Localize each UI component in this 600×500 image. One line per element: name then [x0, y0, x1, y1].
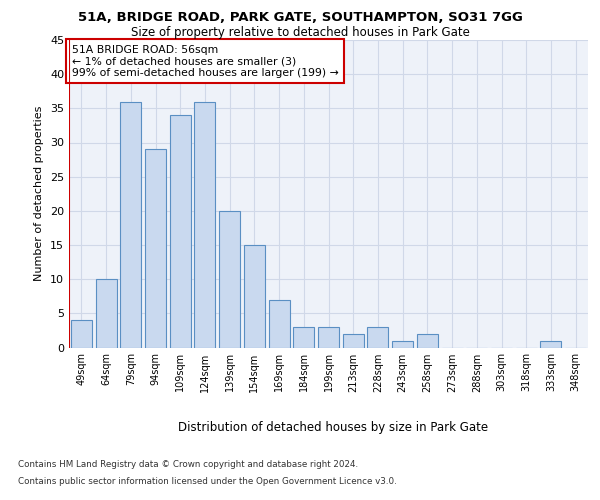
- Bar: [541, 340, 562, 347]
- Bar: [145, 150, 166, 348]
- Bar: [95, 279, 116, 347]
- Text: Size of property relative to detached houses in Park Gate: Size of property relative to detached ho…: [131, 26, 469, 39]
- Bar: [194, 102, 215, 348]
- Text: 51A BRIDGE ROAD: 56sqm
← 1% of detached houses are smaller (3)
99% of semi-detac: 51A BRIDGE ROAD: 56sqm ← 1% of detached …: [71, 44, 338, 78]
- Text: 51A, BRIDGE ROAD, PARK GATE, SOUTHAMPTON, SO31 7GG: 51A, BRIDGE ROAD, PARK GATE, SOUTHAMPTON…: [77, 11, 523, 24]
- Bar: [392, 340, 413, 347]
- Bar: [293, 327, 314, 347]
- Bar: [244, 245, 265, 348]
- Text: Distribution of detached houses by size in Park Gate: Distribution of detached houses by size …: [178, 421, 488, 434]
- Text: Contains HM Land Registry data © Crown copyright and database right 2024.: Contains HM Land Registry data © Crown c…: [18, 460, 358, 469]
- Bar: [219, 211, 240, 348]
- Bar: [417, 334, 438, 347]
- Bar: [120, 102, 141, 348]
- Bar: [71, 320, 92, 347]
- Bar: [367, 327, 388, 347]
- Text: Contains public sector information licensed under the Open Government Licence v3: Contains public sector information licen…: [18, 477, 397, 486]
- Bar: [343, 334, 364, 347]
- Bar: [318, 327, 339, 347]
- Bar: [170, 115, 191, 348]
- Y-axis label: Number of detached properties: Number of detached properties: [34, 106, 44, 282]
- Bar: [269, 300, 290, 348]
